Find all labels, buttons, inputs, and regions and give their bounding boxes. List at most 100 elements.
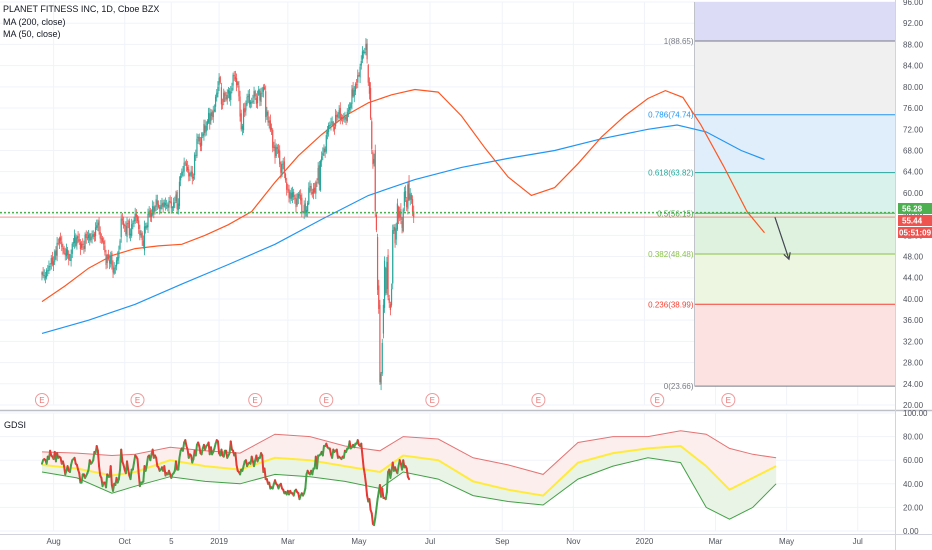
candle-body — [79, 242, 82, 250]
earnings-marker[interactable] — [531, 393, 546, 407]
candle-body — [211, 112, 213, 117]
candle-body — [262, 86, 264, 92]
ma50-line[interactable] — [41, 88, 765, 303]
candle-body — [189, 173, 191, 176]
earnings-marker[interactable] — [319, 393, 334, 407]
time-axis[interactable]: Aug Oct 5 2019 Mar May Jul Sep Nov 2020 Mar May Jul — [0, 534, 932, 547]
earnings-marker-label: E — [39, 396, 44, 405]
candle-body — [351, 89, 353, 104]
candle-body — [94, 227, 97, 237]
candle-body — [100, 238, 102, 240]
price-tick-label: 60.00 — [903, 189, 924, 198]
earnings-marker[interactable] — [650, 393, 665, 407]
candle-body — [315, 182, 317, 194]
candle-body — [192, 176, 195, 179]
candle-body — [230, 91, 232, 101]
candle-body — [61, 241, 63, 247]
fib-level-label: 0.618(63.82) — [648, 169, 694, 178]
gdsi-segment — [155, 456, 159, 468]
candle-body — [253, 91, 255, 99]
bar-countdown: 05:51:09 — [899, 229, 932, 238]
gdsi-segment — [261, 454, 265, 473]
gdsi-segment — [235, 463, 239, 472]
price-tick-label: 96.00 — [903, 0, 924, 7]
candle-body — [216, 92, 218, 98]
candle-body — [362, 51, 365, 53]
candle-body — [49, 266, 51, 267]
candle-body — [97, 222, 99, 226]
candle-body — [369, 87, 372, 119]
candle-body — [56, 242, 58, 256]
earnings-marker[interactable] — [248, 393, 263, 407]
gdsi-legend[interactable]: GDSI — [4, 420, 26, 430]
candle-body — [274, 144, 276, 158]
price-tick-label: 72.00 — [903, 125, 924, 134]
candle-body — [50, 258, 52, 265]
candle-body — [129, 233, 132, 236]
gdsi-indicator — [40, 430, 777, 527]
candle-body — [155, 199, 157, 207]
gdsi-segment — [311, 467, 315, 476]
candle-body — [361, 51, 364, 60]
candle-body — [238, 85, 240, 97]
candle-body — [87, 234, 90, 239]
earnings-marker[interactable] — [34, 393, 49, 407]
projection-arrow[interactable] — [774, 217, 790, 260]
candle-body — [401, 221, 403, 228]
candle-body — [51, 257, 54, 265]
candle-body — [388, 298, 390, 304]
candle-body — [64, 253, 66, 255]
earnings-marker[interactable] — [130, 393, 145, 407]
gdsi-segment — [144, 463, 148, 472]
ma50-legend[interactable]: MA (50, close) — [3, 29, 61, 39]
earnings-marker[interactable] — [425, 393, 440, 407]
candle-body — [177, 203, 179, 210]
candle-body — [171, 207, 174, 209]
candle-body — [256, 96, 259, 104]
candle-body — [41, 272, 43, 275]
candle-body — [346, 111, 348, 122]
candle-body — [76, 236, 78, 245]
candle-body — [240, 113, 242, 130]
indicator-tick-label: 60.00 — [903, 456, 924, 465]
candle-body — [128, 220, 130, 236]
price-axis[interactable]: 96.00 92.00 88.00 84.00 80.00 76.00 72.00 68.00… — [895, 0, 924, 550]
candle-body — [85, 234, 87, 238]
candle-body — [119, 240, 121, 249]
candle-body — [113, 267, 115, 274]
candle-body — [93, 233, 95, 237]
candle-body — [105, 254, 107, 266]
candle-body — [323, 147, 325, 153]
candle-body — [316, 182, 318, 184]
candle-body — [373, 158, 375, 164]
price-tick-label: 48.00 — [903, 253, 924, 262]
candle-body — [252, 100, 254, 103]
candle-body — [203, 123, 205, 136]
candle-body — [68, 253, 70, 260]
candle-body — [248, 94, 250, 105]
candle-body — [91, 236, 93, 238]
earnings-marker[interactable] — [721, 393, 736, 407]
gdsi-segment — [80, 473, 84, 484]
candle-body — [143, 226, 146, 251]
candle-body — [181, 171, 183, 176]
candle-body — [159, 206, 161, 209]
candle-body — [244, 108, 246, 113]
candle-body — [73, 235, 76, 243]
ma200-line[interactable] — [41, 124, 765, 334]
candle-body — [360, 60, 362, 66]
gdsi-segment — [120, 448, 124, 463]
candle-body — [55, 250, 57, 256]
candle-body — [127, 223, 129, 224]
candle-body — [82, 243, 84, 245]
ma200-legend[interactable]: MA (200, close) — [3, 17, 66, 27]
gdsi-mid-line — [41, 444, 777, 497]
gdsi-segment — [78, 472, 82, 484]
symbol-title[interactable]: PLANET FITNESS INC, 1D, Cboe BZX — [3, 4, 159, 14]
gdsi-segment — [253, 459, 257, 468]
indicator-axis[interactable]: 100.00 80.00 60.00 40.00 20.00 0.00 — [903, 409, 928, 536]
fib-zone — [694, 172, 895, 214]
candle-body — [214, 96, 217, 107]
candle-body — [284, 173, 287, 181]
